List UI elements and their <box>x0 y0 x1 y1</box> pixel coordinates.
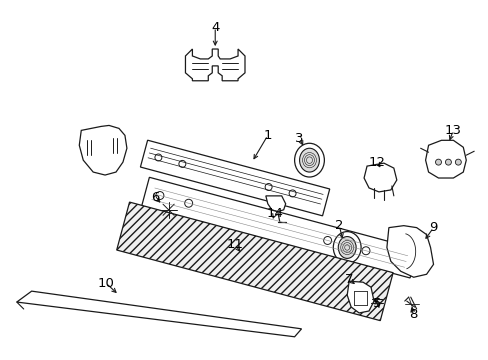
Ellipse shape <box>454 159 460 165</box>
Text: 7: 7 <box>344 273 353 286</box>
Ellipse shape <box>155 154 162 161</box>
Ellipse shape <box>294 143 324 177</box>
Polygon shape <box>185 49 244 81</box>
Ellipse shape <box>264 184 271 190</box>
Text: 3: 3 <box>295 132 303 145</box>
Ellipse shape <box>333 231 360 264</box>
Ellipse shape <box>323 237 331 244</box>
Ellipse shape <box>157 197 179 222</box>
Ellipse shape <box>445 159 450 165</box>
Polygon shape <box>79 125 127 175</box>
Text: 6: 6 <box>151 192 160 204</box>
Ellipse shape <box>156 192 163 199</box>
Text: 2: 2 <box>334 219 343 232</box>
Text: 5: 5 <box>372 297 381 310</box>
Polygon shape <box>386 226 433 277</box>
Text: 14: 14 <box>266 207 283 220</box>
Ellipse shape <box>179 161 185 167</box>
Ellipse shape <box>338 237 355 258</box>
Ellipse shape <box>184 199 192 207</box>
Ellipse shape <box>435 159 441 165</box>
Text: 12: 12 <box>368 156 385 168</box>
Polygon shape <box>17 291 301 337</box>
Text: 10: 10 <box>98 277 114 290</box>
Ellipse shape <box>288 190 295 197</box>
Polygon shape <box>346 281 373 313</box>
Polygon shape <box>140 140 329 216</box>
Text: 9: 9 <box>428 221 437 234</box>
Polygon shape <box>364 163 396 192</box>
Text: 13: 13 <box>444 124 461 137</box>
Polygon shape <box>265 196 285 212</box>
Polygon shape <box>142 177 417 278</box>
Text: 8: 8 <box>408 309 417 321</box>
Ellipse shape <box>361 247 369 255</box>
Text: 1: 1 <box>263 129 271 142</box>
Ellipse shape <box>299 148 319 172</box>
Polygon shape <box>117 202 392 321</box>
Text: 11: 11 <box>226 238 243 251</box>
Text: 4: 4 <box>211 21 219 34</box>
Polygon shape <box>425 140 466 178</box>
